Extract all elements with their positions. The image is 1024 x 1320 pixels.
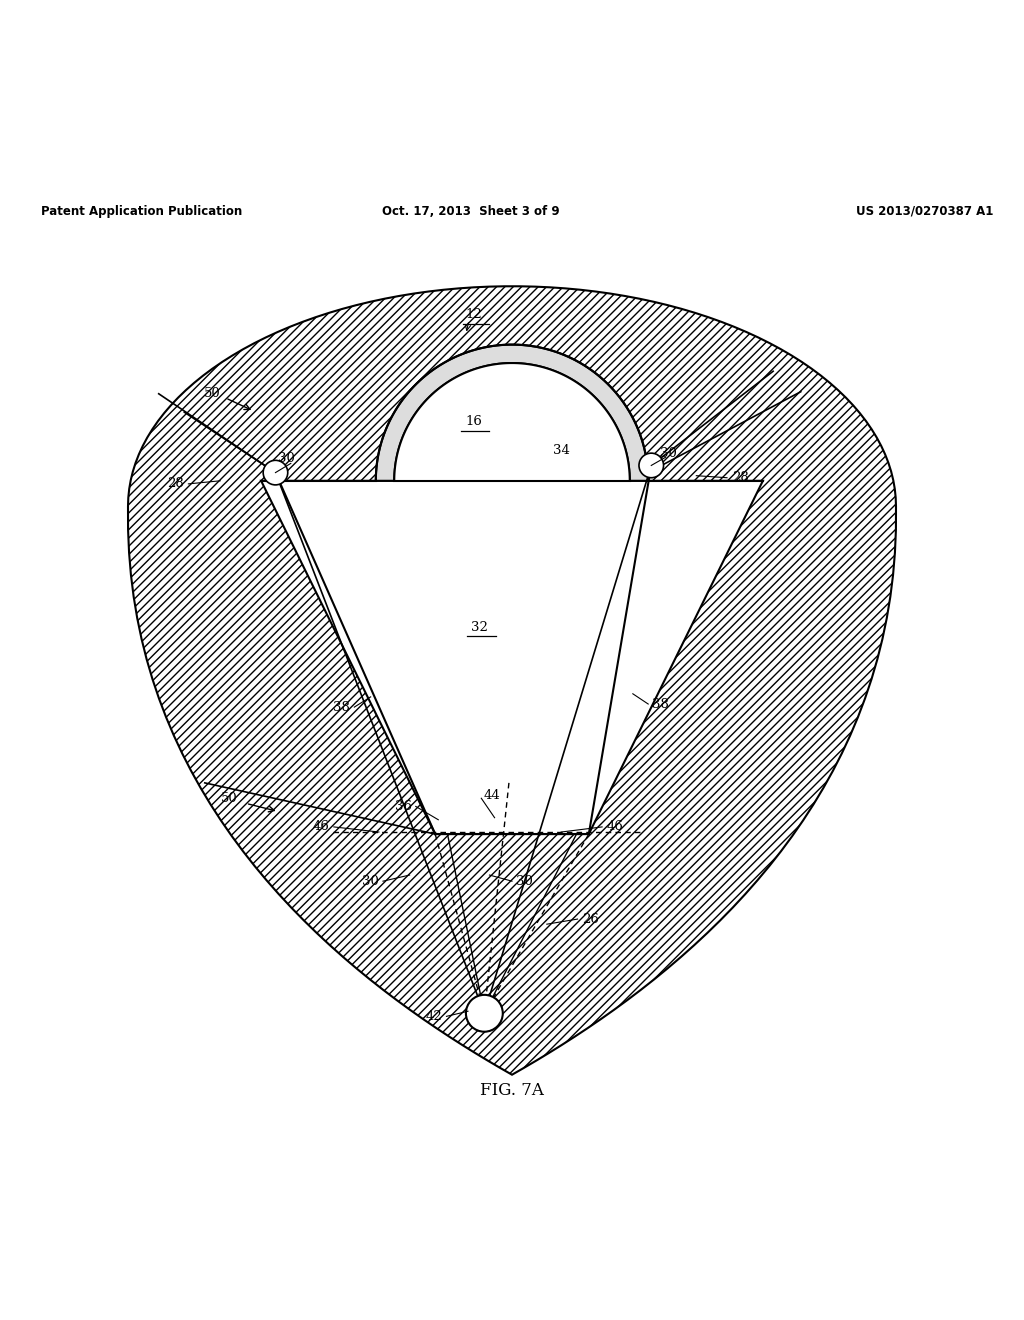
Circle shape	[639, 453, 664, 478]
Text: 30: 30	[362, 875, 379, 887]
Text: 42: 42	[426, 1010, 442, 1023]
Text: 38: 38	[334, 701, 350, 714]
Text: FIG. 7A: FIG. 7A	[480, 1081, 544, 1098]
Text: 28: 28	[168, 478, 184, 490]
Text: 30: 30	[516, 875, 532, 887]
Text: 50: 50	[221, 792, 238, 805]
Text: US 2013/0270387 A1: US 2013/0270387 A1	[856, 205, 993, 218]
Text: 26: 26	[582, 912, 598, 925]
Text: 30: 30	[279, 451, 295, 465]
Text: 12: 12	[466, 309, 482, 321]
Circle shape	[466, 995, 503, 1032]
Text: 46: 46	[313, 821, 330, 833]
Circle shape	[263, 461, 288, 484]
Text: 34: 34	[553, 444, 569, 457]
Text: 50: 50	[204, 387, 220, 400]
Text: 30: 30	[660, 446, 677, 459]
Text: 36: 36	[394, 800, 412, 813]
Polygon shape	[128, 286, 896, 1074]
Text: 46: 46	[606, 821, 623, 833]
Text: 44: 44	[483, 788, 500, 801]
Text: 32: 32	[471, 620, 487, 634]
Text: 16: 16	[466, 414, 482, 428]
Text: 38: 38	[652, 697, 669, 710]
Text: Patent Application Publication: Patent Application Publication	[41, 205, 243, 218]
Text: Oct. 17, 2013  Sheet 3 of 9: Oct. 17, 2013 Sheet 3 of 9	[382, 205, 560, 218]
Polygon shape	[261, 480, 763, 834]
Text: 28: 28	[732, 471, 749, 484]
Polygon shape	[376, 345, 648, 480]
Polygon shape	[394, 363, 630, 480]
